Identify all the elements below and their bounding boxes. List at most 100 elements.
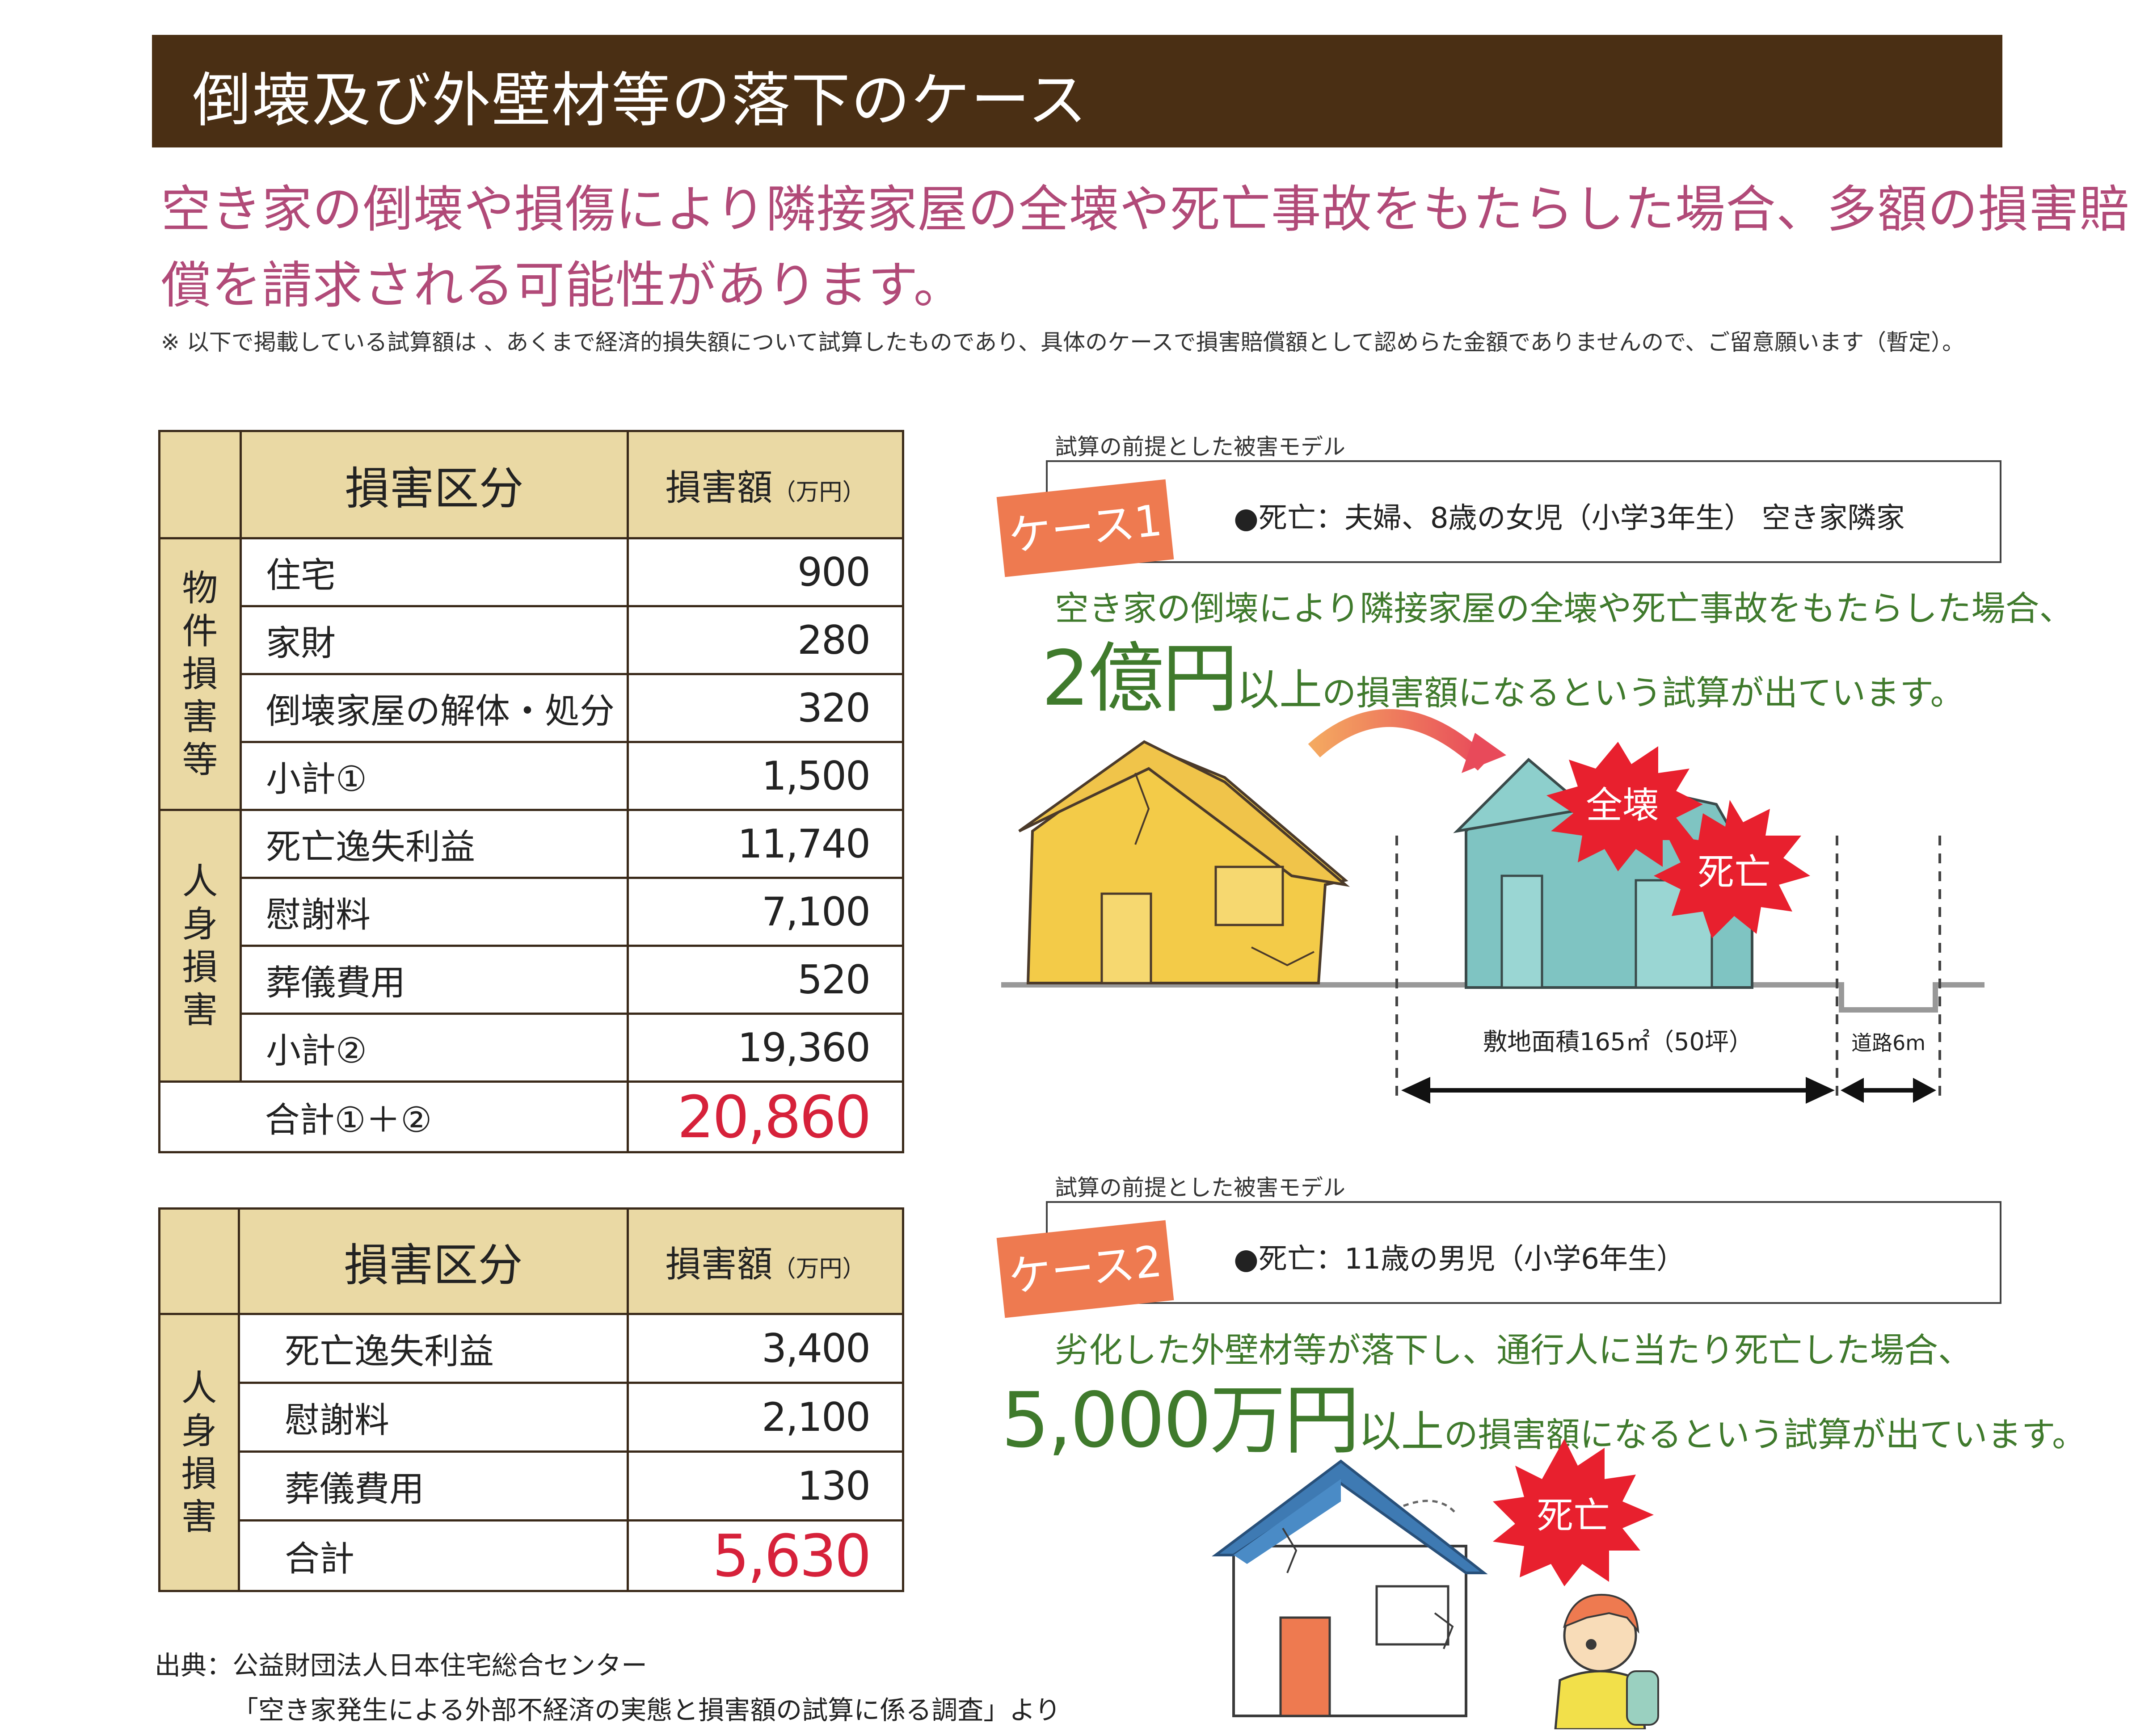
total-row: 合計 5,630: [160, 1519, 904, 1592]
row-value: 130: [627, 1450, 904, 1522]
row-label: 死亡逸失利益: [238, 1313, 629, 1384]
row-value: 900: [627, 537, 904, 607]
road-dimension-arrow-icon: [1841, 1078, 1936, 1103]
row-value: 280: [627, 605, 904, 675]
row-value: 320: [627, 673, 904, 743]
burst-death-icon: 死亡: [1493, 1439, 1654, 1586]
row-label: 小計①: [240, 741, 629, 811]
category-property-label: 物件損害等: [182, 567, 218, 781]
category-personal: 人身損害: [158, 809, 242, 1083]
header-unit: （万円）: [772, 479, 866, 506]
table-row: 小計② 19,360: [160, 1013, 904, 1083]
table-row: 慰謝料 7,100: [160, 877, 904, 947]
table-row: 人身損害 死亡逸失利益 3,400: [158, 1313, 904, 1592]
category-personal-label: 人身損害: [181, 1367, 217, 1538]
title-bar: [152, 35, 2002, 147]
header-amount: 損害額（万円）: [627, 1207, 904, 1315]
case1-victims-box: [1046, 460, 2001, 563]
table-row: 小計① 1,500: [160, 741, 904, 811]
row-value: 3,400: [627, 1313, 904, 1384]
site-area-label: 敷地面積165㎡（50坪）: [1483, 1028, 1753, 1056]
site-dimension-arrow-icon: [1401, 1077, 1835, 1104]
child-victim-icon: [1554, 1593, 1659, 1729]
row-label: 家財: [240, 605, 629, 675]
burst-zenkai-icon: 全壊: [1546, 742, 1703, 871]
category-personal: 人身損害: [158, 1313, 240, 1592]
category-personal-label: 人身損害: [182, 860, 218, 1031]
table-row: 葬儀費用 130: [160, 1450, 904, 1522]
burst-zenkai-text: 全壊: [1586, 784, 1659, 827]
collapse-arrow-icon: [1308, 709, 1506, 773]
row-label: 葬儀費用: [240, 945, 629, 1015]
total-value: 20,860: [627, 1080, 904, 1153]
disclaimer-note: ※ 以下で掲載している試算額は 、あくまで経済的損失額について試算したものであり…: [161, 329, 1965, 355]
header-unit: （万円）: [772, 1255, 866, 1282]
table-row: 人身損害 死亡逸失利益 11,740: [158, 809, 904, 1083]
row-label: 慰謝料: [240, 877, 629, 947]
header-category: 損害区分: [238, 1207, 629, 1315]
burst-death-text: 死亡: [1537, 1495, 1610, 1537]
table-row: 慰謝料 2,100: [160, 1382, 904, 1453]
header-corner: [158, 1207, 240, 1315]
table-row: 葬儀費用 520: [160, 945, 904, 1015]
total-spacer: [158, 1080, 241, 1153]
header-amount: 損害額（万円）: [627, 430, 904, 539]
table-row: 倒壊家屋の解体・処分 320: [160, 673, 904, 743]
case2-illustration: 死亡: [1212, 1439, 1659, 1729]
case1-desc: 空き家の倒壊により隣接家屋の全壊や死亡事故をもたらした場合、: [1055, 588, 2073, 628]
row-value: 19,360: [627, 1013, 904, 1083]
lead-line-2: 償を請求される可能性があります。: [161, 256, 964, 315]
site-guides: [1395, 836, 1941, 1099]
row-label: 小計②: [240, 1013, 629, 1083]
table-row: 家財 280: [160, 605, 904, 675]
row-value: 7,100: [627, 877, 904, 947]
case1-amount: 2億円: [1041, 635, 1238, 723]
table-header-row: 損害区分 損害額（万円）: [158, 430, 904, 539]
row-value: 2,100: [627, 1382, 904, 1453]
road-width-label: 道路6m: [1851, 1031, 1925, 1055]
row-label: 倒壊家屋の解体・処分: [240, 673, 629, 743]
case2-model-label: 試算の前提とした被害モデル: [1055, 1175, 1345, 1201]
source-line-1: 出典：公益財団法人日本住宅総合センター: [155, 1650, 648, 1681]
header-amount-label: 損害額: [665, 467, 773, 509]
header-corner: [158, 430, 242, 539]
header-category: 損害区分: [240, 430, 629, 539]
row-label: 死亡逸失利益: [240, 809, 629, 879]
case1-amount-line: 2億円以上の損害額になるという試算が出ています。: [1041, 617, 1964, 727]
row-value: 520: [627, 945, 904, 1015]
case2-desc: 劣化した外壁材等が落下し、通行人に当たり死亡した場合、: [1055, 1330, 1972, 1370]
page-title: 倒壊及び外壁材等の落下のケース: [192, 66, 1088, 135]
category-property: 物件損害等: [158, 537, 242, 811]
case2-suffix-a: 以上: [1358, 1407, 1444, 1457]
source-line-2: 「空き家発生による外部不経済の実態と損害額の試算に係る調査」より: [232, 1695, 1061, 1725]
damage-table-case2: 損害区分 損害額（万円） 人身損害 死亡逸失利益 3,400 慰謝料 2,100…: [158, 1207, 904, 1592]
case2-victims-box: [1046, 1201, 2001, 1304]
case2-suffix-b: の損害額になるという試算が出ています。: [1444, 1415, 2086, 1454]
case1-illustration: 全壊 死亡 敷地面積165㎡（50坪） 道路6m: [1001, 709, 1984, 1104]
case2-victims: ●死亡：11歳の男児（小学6年生）: [1234, 1243, 1685, 1276]
case1-model-label: 試算の前提とした被害モデル: [1055, 434, 1345, 460]
case2-amount-line: 5,000万円以上の損害額になるという試算が出ています。: [1001, 1358, 2086, 1468]
yellow-house-icon: [1018, 740, 1350, 984]
row-label: 住宅: [240, 537, 629, 607]
case1-victims: ●死亡：夫婦、8歳の女児（小学3年生） 空き家隣家: [1234, 502, 1905, 535]
row-label: 慰謝料: [238, 1382, 629, 1453]
blue-roof-house-icon: [1212, 1459, 1488, 1717]
row-label: 葬儀費用: [238, 1450, 629, 1522]
row-value: 11,740: [627, 809, 904, 879]
case1-suffix-b: の損害額になるという試算が出ています。: [1322, 673, 1964, 713]
table-header-row: 損害区分 損害額（万円）: [158, 1207, 904, 1315]
total-row: 合計①＋② 20,860: [158, 1080, 904, 1153]
header-amount-label: 損害額: [665, 1243, 773, 1285]
total-label: 合計①＋②: [240, 1080, 629, 1153]
burst-death-text: 死亡: [1698, 851, 1771, 894]
case2-amount: 5,000万円: [1001, 1376, 1360, 1465]
total-label: 合計: [238, 1519, 629, 1592]
burst-death-icon: 死亡: [1654, 800, 1810, 938]
table-row: 物件損害等 住宅 900: [158, 537, 904, 811]
case1-suffix-a: 以上: [1236, 665, 1323, 715]
row-value: 1,500: [627, 741, 904, 811]
lead-line-1: 空き家の倒壊や損傷により隣接家屋の全壊や死亡事故をもたらした場合、多額の損害賠: [161, 181, 2130, 239]
damage-table-case1: 損害区分 損害額（万円） 物件損害等 住宅 900 家財 280 倒壊家屋の解体…: [158, 430, 904, 1153]
total-value: 5,630: [627, 1519, 904, 1592]
